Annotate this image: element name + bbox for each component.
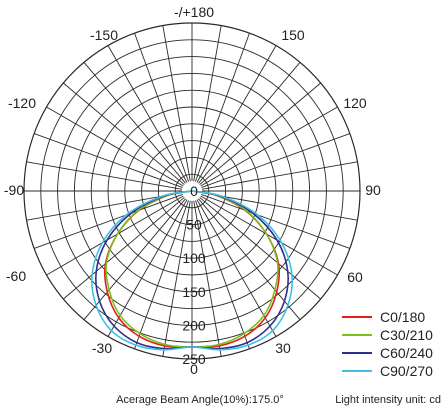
beam-angle-text: Acerage Beam Angle(10%):175.0° (116, 394, 284, 406)
grid-spoke (201, 193, 351, 249)
grid-spoke (33, 193, 183, 249)
grid-spoke (193, 25, 222, 182)
radial-tick-label: 250 (182, 351, 206, 367)
polar-grid (23, 22, 361, 360)
intensity-unit-text: Light intensity unit: cd (335, 394, 441, 406)
grid-spoke (198, 198, 301, 320)
angle-label: 60 (347, 269, 363, 285)
legend-label: C0/180 (380, 309, 425, 325)
grid-spoke (194, 200, 250, 350)
legend-label: C30/210 (380, 327, 433, 343)
grid-spoke (46, 106, 184, 187)
radial-tick-label: 200 (182, 317, 206, 333)
legend-label: C90/270 (380, 363, 433, 379)
radial-tick-label: 50 (186, 217, 202, 233)
angle-label: 0 (190, 361, 198, 377)
grid-spoke (107, 45, 188, 183)
angle-label: -30 (92, 340, 112, 356)
grid-spoke (26, 192, 183, 221)
grid-spoke (201, 161, 358, 190)
grid-spoke (83, 198, 186, 320)
intensity-curves (91, 190, 293, 351)
grid-spoke (194, 32, 250, 182)
grid-spoke (107, 199, 188, 337)
grid-spoke (200, 195, 338, 276)
angle-label: 150 (281, 27, 305, 43)
radial-tick-label: 150 (182, 284, 206, 300)
legend: C0/180 C30/210 C60/240 C90/270 (342, 309, 433, 379)
grid-spoke (162, 200, 191, 357)
legend-label: C60/240 (380, 345, 433, 361)
grid-spoke (63, 197, 185, 300)
grid-spoke (201, 133, 351, 189)
grid-spoke (83, 62, 186, 184)
grid-spoke (46, 195, 184, 276)
angle-label: -60 (6, 268, 26, 284)
angle-label: -90 (4, 182, 24, 198)
grid-spoke (162, 25, 191, 182)
angle-label: -150 (90, 27, 118, 43)
radial-tick-label: 100 (182, 250, 206, 266)
radial-tick-labels: 0 50 100 150 200 250 (182, 183, 206, 367)
series-curve-C90-270 (91, 190, 293, 351)
angle-label: -120 (8, 95, 36, 111)
angle-label: -/+180 (174, 4, 214, 20)
angle-labels: -/+180 -150 150 -120 120 -90 90 -60 60 -30 30 0 (4, 4, 381, 377)
grid-spoke (196, 45, 277, 183)
grid-spoke (33, 133, 183, 189)
angle-label: 90 (365, 182, 381, 198)
grid-spoke (200, 106, 338, 187)
grid-spoke (198, 62, 301, 184)
grid-spoke (199, 82, 321, 185)
angle-label: 120 (343, 95, 367, 111)
grid-spoke (134, 200, 190, 350)
grid-spoke (134, 32, 190, 182)
grid-spoke (196, 199, 277, 337)
grid-spoke (26, 161, 183, 190)
angle-label: 30 (275, 340, 291, 356)
grid-spoke (193, 200, 222, 357)
grid-spoke (201, 192, 358, 221)
grid-spoke (199, 197, 321, 300)
radial-tick-label: 0 (190, 183, 198, 199)
grid-spoke (63, 82, 185, 185)
